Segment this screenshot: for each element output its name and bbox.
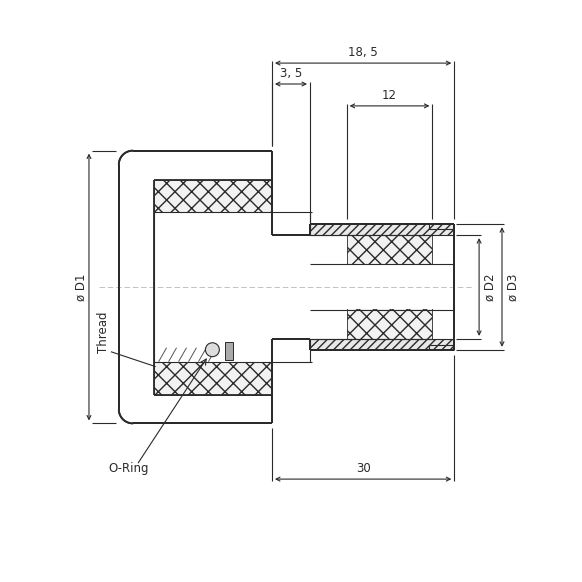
Bar — [154, 179, 272, 395]
Text: 18, 5: 18, 5 — [348, 46, 378, 59]
Text: 3, 5: 3, 5 — [280, 67, 302, 80]
Bar — [347, 235, 432, 339]
Text: ø D2: ø D2 — [484, 274, 497, 301]
Text: O-Ring: O-Ring — [109, 462, 150, 475]
Bar — [225, 342, 233, 360]
Text: 30: 30 — [356, 462, 371, 475]
Bar — [119, 151, 272, 423]
Text: ø D3: ø D3 — [507, 274, 520, 301]
Polygon shape — [310, 339, 454, 350]
Text: ø D1: ø D1 — [74, 274, 87, 301]
Bar — [154, 212, 312, 361]
Bar — [310, 265, 459, 309]
Circle shape — [205, 343, 219, 357]
Polygon shape — [310, 224, 454, 235]
Text: Thread: Thread — [97, 311, 111, 353]
Text: 12: 12 — [382, 89, 397, 102]
